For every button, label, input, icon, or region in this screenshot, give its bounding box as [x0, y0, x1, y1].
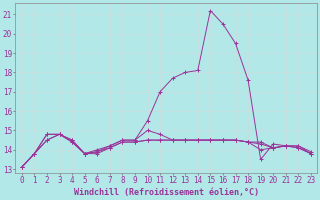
X-axis label: Windchill (Refroidissement éolien,°C): Windchill (Refroidissement éolien,°C) [74, 188, 259, 197]
